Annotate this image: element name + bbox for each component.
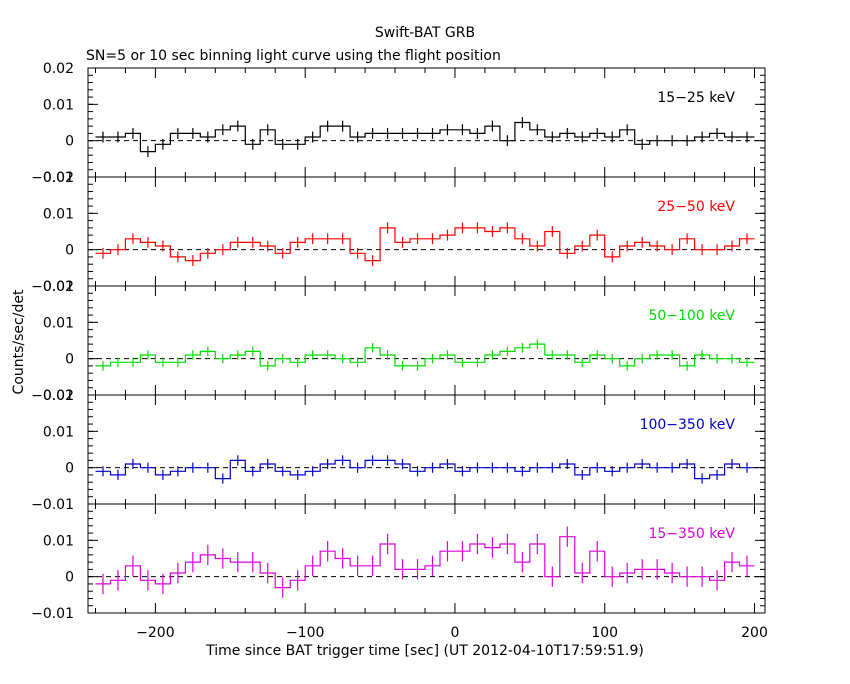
- x-tick-label: 200: [741, 625, 768, 641]
- x-axis-label: Time since BAT trigger time [sec] (UT 20…: [205, 643, 644, 659]
- panel-4: −0.01 0 0.01 15−350 keV −200 −100 0 100 200: [31, 503, 768, 641]
- chart-title: Swift-BAT GRB: [375, 25, 475, 41]
- x-tick-label: 0: [450, 625, 459, 641]
- light-curve-step-line: [95, 536, 755, 589]
- x-tick-label: −200: [136, 625, 174, 641]
- y-tick-label: 0.02: [43, 279, 74, 295]
- y-tick-label: −0.01: [31, 388, 74, 404]
- panel-frame: [87, 394, 766, 505]
- energy-band-label: 15−25 keV: [657, 90, 735, 106]
- panel-3: −0.01 0 0.01 0.02 100−350 keV: [31, 388, 766, 513]
- x-tick-label: 100: [591, 625, 618, 641]
- light-curve-step-line: [95, 227, 755, 262]
- y-tick-label: −0.01: [31, 606, 74, 622]
- y-tick-label: 0: [65, 134, 74, 150]
- y-tick-label: 0.01: [43, 424, 74, 440]
- chart-subtitle: SN=5 or 10 sec binning light curve using…: [86, 48, 501, 64]
- panel-2: −0.01 0 0.01 0.02 50−100 keV: [31, 279, 766, 404]
- panel-frame: [87, 67, 766, 178]
- y-tick-label: 0.02: [43, 388, 74, 404]
- y-tick-label: 0: [65, 243, 74, 259]
- light-curve-step-line: [95, 343, 755, 367]
- light-curve-step-line: [95, 459, 755, 480]
- panel-frame: [87, 176, 766, 287]
- y-tick-label: 0.01: [43, 97, 74, 113]
- panel-0: −0.01 0 0.01 0.02 15−25 keV: [31, 61, 766, 186]
- panel-frame: [87, 285, 766, 396]
- y-tick-label: 0.01: [43, 206, 74, 222]
- energy-band-label: 50−100 keV: [648, 308, 735, 324]
- y-tick-label: 0: [65, 570, 74, 586]
- panel-1: −0.01 0 0.01 0.02 25−50 keV: [31, 170, 766, 295]
- y-tick-label: −0.01: [31, 279, 74, 295]
- energy-band-label: 25−50 keV: [657, 199, 735, 215]
- y-axis-label: Counts/sec/det: [11, 289, 27, 394]
- panel-frame: [87, 503, 766, 614]
- x-tick-label: −100: [286, 625, 324, 641]
- energy-band-label: 100−350 keV: [640, 417, 736, 433]
- y-tick-label: 0.02: [43, 61, 74, 77]
- panels-group: −0.01 0 0.01 0.02 15−25 keV −0.01 0 0.01 0.02 25−…: [31, 61, 768, 641]
- y-tick-label: −0.01: [31, 170, 74, 186]
- light-curve-step-line: [95, 121, 755, 153]
- y-tick-label: 0.01: [43, 533, 74, 549]
- y-tick-label: 0.02: [43, 170, 74, 186]
- y-tick-label: 0: [65, 352, 74, 368]
- y-tick-label: 0: [65, 461, 74, 477]
- y-tick-label: 0.01: [43, 315, 74, 331]
- y-tick-label: −0.01: [31, 497, 74, 513]
- energy-band-label: 15−350 keV: [648, 526, 735, 542]
